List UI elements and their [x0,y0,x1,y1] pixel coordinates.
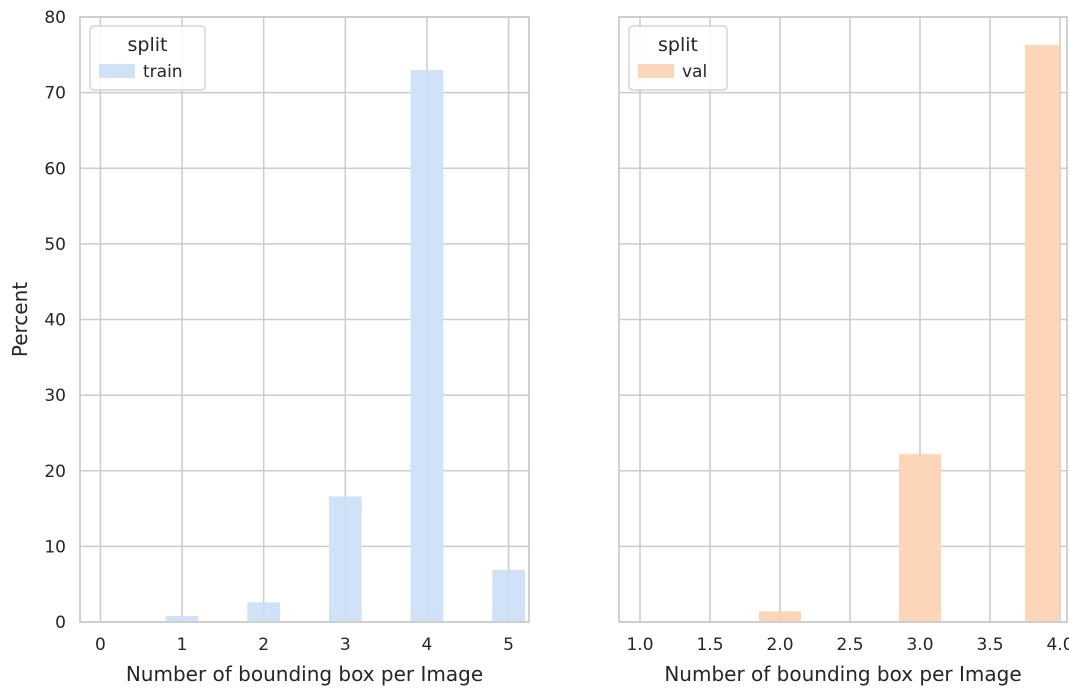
x-tick-label: 2 [258,635,269,655]
x-tick-label: 4 [422,635,433,655]
legend-swatch-val [638,64,674,78]
histogram-bar-train [247,602,281,622]
x-tick-label: 3.5 [976,635,1003,655]
legend-entry-train: train [143,62,183,82]
x-tick-label: 3 [340,635,351,655]
x-tick-label: 0 [95,635,106,655]
x-tick-label: 2.5 [836,635,863,655]
y-tick-label: 10 [44,537,66,557]
y-tick-label: 20 [44,462,66,482]
legend-entry-val: val [682,62,707,82]
x-axis-label: Number of bounding box per Image [126,662,483,686]
legend: split train [89,25,206,91]
y-tick-label: 80 [44,8,66,28]
legend: split val [628,25,728,91]
x-tick-label: 1 [177,635,188,655]
left-histogram-panel: 0 10 20 30 40 50 60 70 80 0 1 2 3 4 5 Number of boundin… [8,8,530,686]
right-histogram-panel: 1.0 1.5 2.0 2.5 3.0 3.5 4.0 Number of bounding … [618,16,1069,686]
histogram-bar-train [410,69,444,622]
histogram-bar-train [165,615,199,622]
axes-frame [79,16,530,623]
y-tick-label: 50 [44,235,66,255]
legend-title: split [128,34,168,56]
y-axis-label: Percent [8,282,32,357]
y-tick-label: 60 [44,159,66,179]
y-tick-label: 0 [55,613,66,633]
y-tick-label: 40 [44,311,66,331]
histogram-bar-val [1025,44,1060,622]
legend-title: split [658,34,698,56]
x-tick-label: 1.5 [696,635,723,655]
histogram-bar-train [328,496,362,622]
y-tick-label: 30 [44,386,66,406]
y-tick-label: 70 [44,84,66,104]
histogram-bar-train [492,569,525,622]
legend-swatch-train [99,64,135,78]
x-tick-label: 1.0 [626,635,653,655]
x-axis-label: Number of bounding box per Image [664,662,1021,686]
histogram-bar-val [759,611,801,622]
x-tick-label: 5 [503,635,514,655]
x-tick-label: 4.0 [1046,635,1069,655]
x-tick-label: 3.0 [906,635,933,655]
x-tick-label: 2.0 [766,635,793,655]
axes-frame [618,16,1068,623]
histogram-bar-val [899,454,941,622]
